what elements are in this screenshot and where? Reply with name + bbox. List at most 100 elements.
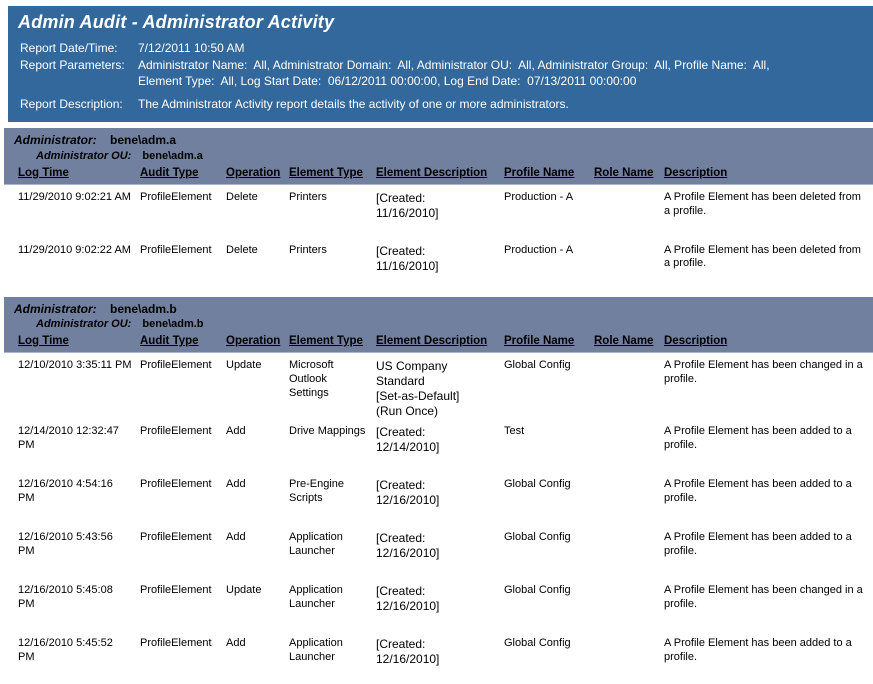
column-header-profile-name[interactable]: Profile Name	[504, 333, 594, 354]
column-header-role-name[interactable]: Role Name	[594, 333, 664, 354]
cell-operation: Add	[226, 531, 246, 544]
column-header-element-type[interactable]: Element Type	[289, 333, 376, 354]
column-header-audit-type[interactable]: Audit Type	[140, 333, 226, 354]
column-header-log-time[interactable]: Log Time	[4, 333, 140, 354]
cell-operation: Add	[226, 425, 246, 438]
cell-profile-name: Production - A	[504, 191, 574, 204]
cell-role-name	[594, 238, 664, 291]
report-title: Admin Audit - Administrator Activity	[18, 12, 335, 32]
cell-audit-type: ProfileElement	[140, 584, 212, 597]
cell-audit-type: ProfileElement	[140, 478, 212, 491]
cell-element-type: Printers	[289, 243, 327, 256]
cell-role-name	[594, 185, 664, 238]
report-parameters-row: Report Parameters: Administrator Name: A…	[14, 58, 865, 89]
cell-operation: Update	[226, 584, 262, 597]
table-body: 11/29/2010 9:02:21 AM ProfileElement Delet…	[4, 185, 873, 291]
admin-section: Administrator: bene\adm.a Administrator …	[4, 128, 873, 290]
administrator-ou-value: bene\adm.b	[142, 317, 204, 330]
administrator-ou-label: Administrator OU:	[36, 149, 132, 162]
cell-description: A Profile Element has been added to a pr…	[664, 425, 852, 452]
cell-audit-type: ProfileElement	[140, 191, 212, 204]
report-description-row: Report Description: The Administrator Ac…	[14, 97, 865, 112]
report-page: Admin Audit - Administrator Activity Rep…	[0, 6, 873, 672]
cell-description: A Profile Element has been changed in a …	[664, 359, 863, 386]
column-header-profile-name[interactable]: Profile Name	[504, 165, 594, 186]
administrator-label: Administrator:	[14, 301, 97, 316]
cell-log-time: 11/29/2010 9:02:21 AM	[18, 191, 131, 204]
cell-element-type: Printers	[289, 191, 327, 204]
column-header-element-type[interactable]: Element Type	[289, 165, 376, 186]
table-body: 12/10/2010 3:35:11 PM ProfileElement Updat…	[4, 353, 873, 684]
cell-description: A Profile Element has been added to a pr…	[664, 478, 852, 505]
cell-element-type: Application Launcher	[289, 531, 343, 558]
cell-element-description: [Created: 11/16/2010]	[376, 243, 439, 273]
cell-element-description: [Created: 12/16/2010]	[376, 531, 440, 561]
report-date-row: Report Date/Time: 7/12/2011 10:50 AM	[14, 41, 865, 56]
cell-element-type: Application Launcher	[289, 637, 343, 664]
audit-log-table: Log Time Audit Type Operation Element Type E…	[4, 333, 873, 684]
cell-operation: Add	[226, 478, 246, 491]
cell-role-name	[594, 631, 664, 684]
column-header-row: Log Time Audit Type Operation Element Type E…	[4, 333, 873, 354]
table-row: 12/16/2010 5:45:52 PM ProfileElement Add Ap…	[4, 631, 873, 684]
sections: Administrator: bene\adm.a Administrator …	[0, 128, 873, 684]
cell-profile-name: Global Config	[504, 637, 571, 650]
report-parameters-label: Report Parameters:	[20, 58, 125, 73]
table-row: 11/29/2010 9:02:21 AM ProfileElement Delet…	[4, 185, 873, 238]
cell-log-time: 12/16/2010 4:54:16 PM	[18, 478, 113, 505]
cell-element-type: Application Launcher	[289, 584, 343, 611]
cell-role-name	[594, 353, 664, 420]
cell-description: A Profile Element has been deleted from …	[664, 243, 861, 270]
column-header-description[interactable]: Description	[664, 165, 873, 186]
cell-audit-type: ProfileElement	[140, 637, 212, 650]
cell-profile-name: Production - A	[504, 243, 574, 256]
cell-audit-type: ProfileElement	[140, 359, 212, 372]
column-header-element-description[interactable]: Element Description	[376, 165, 504, 186]
column-header-operation[interactable]: Operation	[226, 165, 289, 186]
cell-element-type: Pre-Engine Scripts	[289, 478, 345, 505]
administrator-value: bene\adm.b	[110, 301, 177, 316]
cell-log-time: 12/16/2010 5:45:52 PM	[18, 637, 113, 664]
administrator-value: bene\adm.a	[110, 133, 177, 148]
section-band: Administrator: bene\adm.b Administrator …	[4, 296, 873, 334]
administrator-ou-line: Administrator OU: bene\adm.a	[4, 148, 873, 164]
table-row: 12/14/2010 12:32:47 PM ProfileElement Add D…	[4, 419, 873, 472]
cell-profile-name: Global Config	[504, 584, 571, 597]
cell-audit-type: ProfileElement	[140, 243, 212, 256]
cell-profile-name: Global Config	[504, 478, 571, 491]
cell-description: A Profile Element has been changed in a …	[664, 584, 863, 611]
cell-element-type: Drive Mappings	[289, 425, 366, 438]
report-parameters-value: Administrator Name: All, Administrator D…	[138, 58, 770, 88]
cell-element-description: [Created: 12/16/2010]	[376, 637, 440, 667]
administrator-label: Administrator:	[14, 133, 97, 148]
audit-log-table: Log Time Audit Type Operation Element Type E…	[4, 165, 873, 291]
column-header-log-time[interactable]: Log Time	[4, 165, 140, 186]
cell-element-description: [Created: 12/16/2010]	[376, 584, 440, 614]
section-band: Administrator: bene\adm.a Administrator …	[4, 128, 873, 166]
cell-element-description: [Created: 11/16/2010]	[376, 191, 439, 221]
column-header-audit-type[interactable]: Audit Type	[140, 165, 226, 186]
table-row: 12/16/2010 5:43:56 PM ProfileElement Add Ap…	[4, 525, 873, 578]
report-date-label: Report Date/Time:	[20, 41, 118, 55]
cell-description: A Profile Element has been deleted from …	[664, 191, 861, 217]
cell-element-description: US Company Standard [Set-as-Default] (Ru…	[376, 359, 460, 419]
cell-operation: Delete	[226, 243, 258, 256]
cell-log-time: 12/16/2010 5:45:08 PM	[18, 584, 113, 611]
cell-description: A Profile Element has been added to a pr…	[664, 637, 852, 664]
cell-log-time: 12/10/2010 3:35:11 PM	[18, 359, 132, 372]
cell-log-time: 11/29/2010 9:02:22 AM	[18, 243, 131, 256]
cell-role-name	[594, 472, 664, 525]
table-row: 11/29/2010 9:02:22 AM ProfileElement Delet…	[4, 238, 873, 291]
column-header-element-description[interactable]: Element Description	[376, 333, 504, 354]
administrator-line: Administrator: bene\adm.a	[4, 131, 873, 147]
administrator-ou-label: Administrator OU:	[36, 317, 132, 330]
cell-element-type: Microsoft Outlook Settings	[289, 359, 334, 400]
cell-log-time: 12/16/2010 5:43:56 PM	[18, 531, 113, 558]
column-header-description[interactable]: Description	[664, 333, 873, 354]
administrator-ou-value: bene\adm.a	[142, 149, 203, 162]
column-header-operation[interactable]: Operation	[226, 333, 289, 354]
cell-profile-name: Global Config	[504, 531, 571, 544]
cell-description: A Profile Element has been added to a pr…	[664, 531, 852, 558]
column-header-role-name[interactable]: Role Name	[594, 165, 664, 186]
column-header-row: Log Time Audit Type Operation Element Type E…	[4, 165, 873, 186]
